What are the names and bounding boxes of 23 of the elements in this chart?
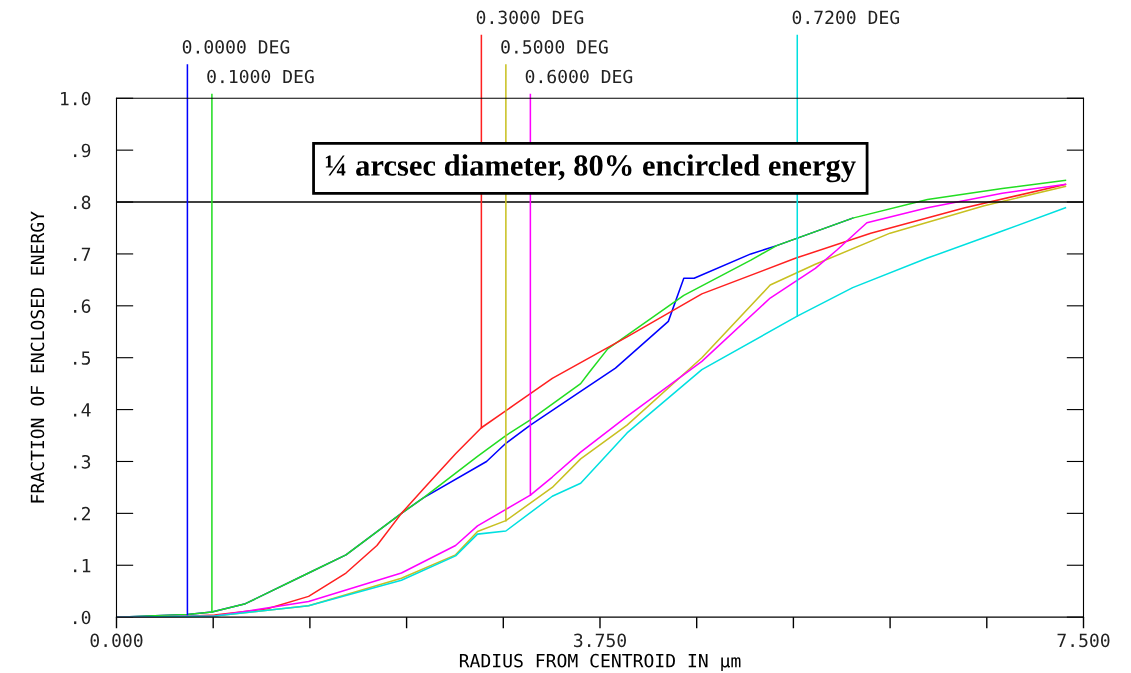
y-tick-label: .0 <box>74 610 91 625</box>
y-tick-label: .8 <box>74 195 91 210</box>
x-tick-label: 0.000 <box>90 633 143 648</box>
y-tick-label: .9 <box>74 143 91 158</box>
annotation: 0.5000 DEG <box>501 40 608 54</box>
y-tick-label: .2 <box>74 506 90 521</box>
y-tick-label: 1.0 <box>61 91 91 106</box>
y-tick-label: .1 <box>74 559 91 573</box>
x-tick-label: 3.750 <box>574 633 626 648</box>
y-axis-title: FRACTION OF ENCLOSED ENERGY <box>30 211 45 503</box>
y-tick-label: .5 <box>74 351 91 365</box>
y-tick-label: .7 <box>74 247 91 261</box>
annotation: 0.0000 DEG <box>182 40 290 54</box>
annotation: 0.6000 DEG <box>525 69 633 84</box>
annotation: 0.3000 DEG <box>476 10 584 25</box>
annotation: 0.7200 DEG <box>792 10 900 25</box>
annotation: ¼ arcsec diameter, 80% encircled energy <box>325 154 856 183</box>
y-tick-label: .3 <box>74 454 91 469</box>
y-tick-label: .6 <box>74 299 91 313</box>
x-tick-label: 7.500 <box>1057 633 1110 648</box>
y-tick-label: .4 <box>74 403 91 417</box>
annotation: 0.1000 DEG <box>207 69 314 84</box>
x-axis-title: RADIUS FROM CENTROID IN µm <box>459 653 741 672</box>
